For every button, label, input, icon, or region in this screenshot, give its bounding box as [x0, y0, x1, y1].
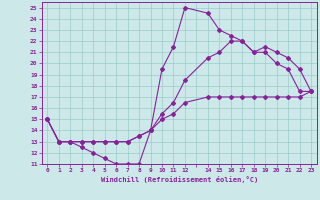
- X-axis label: Windchill (Refroidissement éolien,°C): Windchill (Refroidissement éolien,°C): [100, 176, 258, 183]
